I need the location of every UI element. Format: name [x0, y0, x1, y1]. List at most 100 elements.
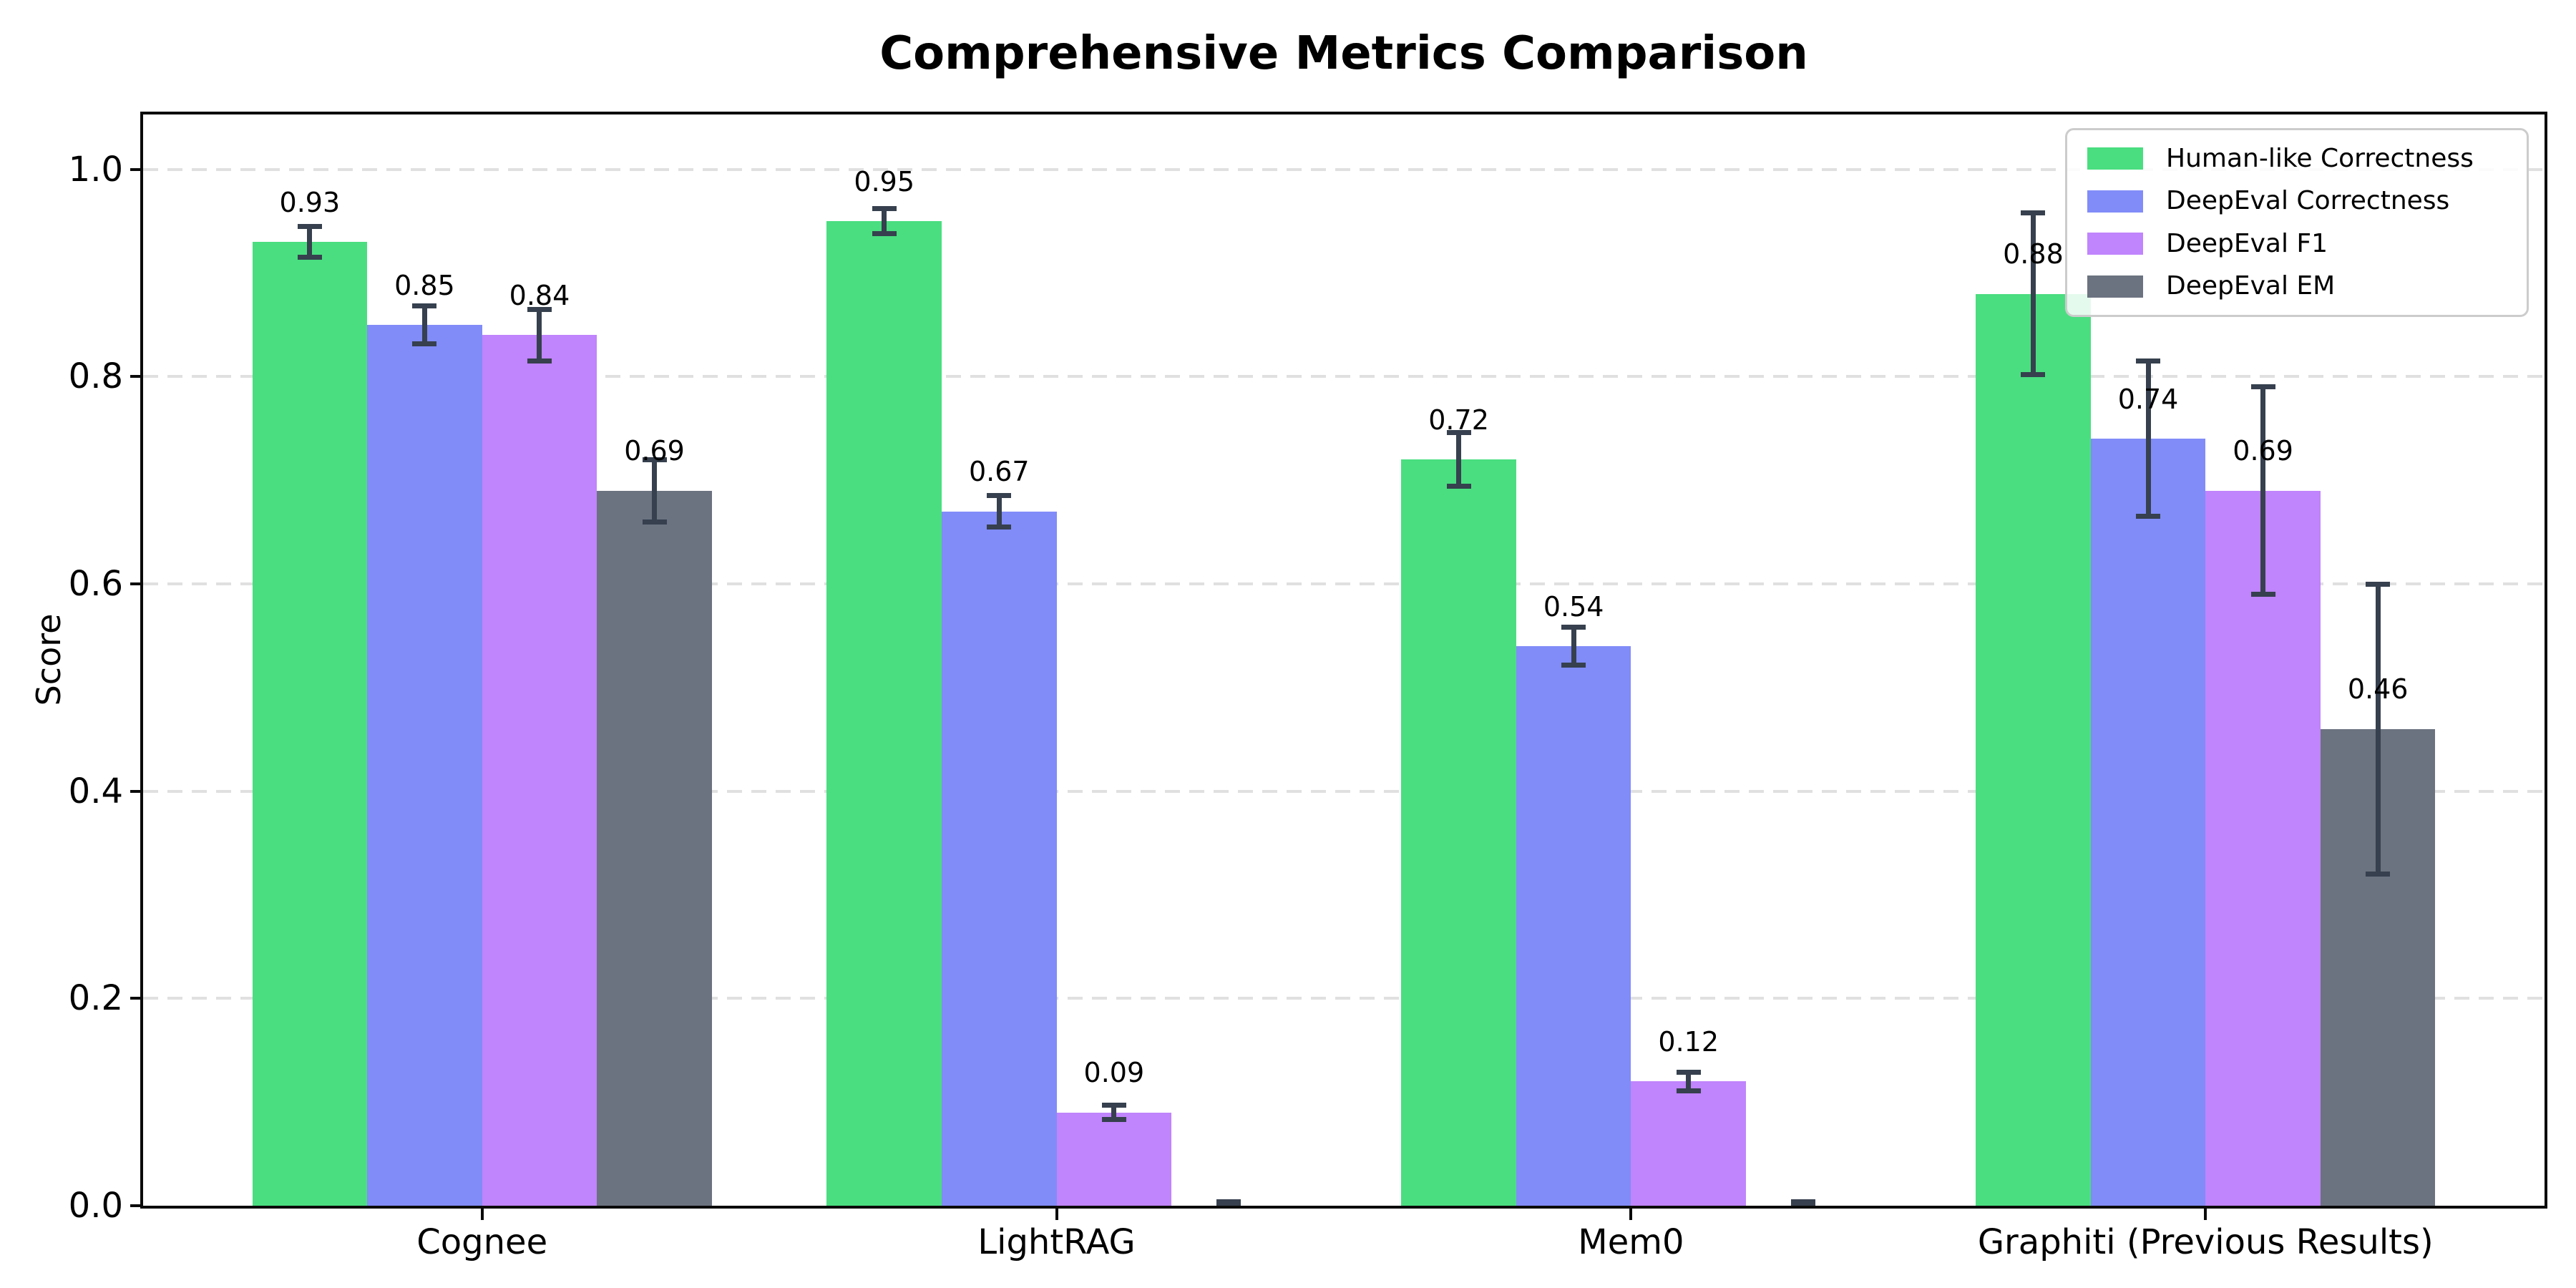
- y-tick-mark: [130, 1204, 143, 1207]
- errorbar-human-like-correctness-cognee: [307, 226, 313, 258]
- bar-deepeval-correctness-lightrag: [941, 511, 1057, 1206]
- y-tick-label: 0.6: [68, 564, 123, 605]
- value-label-deepeval-correctness-graphiti-previous-results-: 0.74: [2117, 383, 2179, 415]
- bar-human-like-correctness-lightrag: [826, 221, 942, 1206]
- legend-entry-human-like-correctness: Human-like Correctness: [2067, 139, 2527, 179]
- bar-deepeval-correctness-graphiti-previous-results-: [2090, 439, 2206, 1206]
- errorbar-cap-top: [2021, 210, 2046, 216]
- errorbar-cap-top: [412, 303, 437, 309]
- bar-deepeval-f1-cognee: [482, 335, 597, 1206]
- gridline-0.8: [143, 375, 2545, 379]
- bar-deepeval-em-cognee: [597, 490, 712, 1206]
- errorbar-cap-bottom: [872, 231, 897, 237]
- errorbar-cap-top: [1101, 1103, 1126, 1108]
- value-label-deepeval-f1-mem0: 0.12: [1658, 1025, 1719, 1058]
- legend-label: DeepEval EM: [2166, 271, 2336, 301]
- value-label-human-like-correctness-cognee: 0.93: [279, 186, 341, 218]
- x-tick-label-graphiti-previous-results-: Graphiti (Previous Results): [1977, 1222, 2434, 1262]
- errorbar-deepeval-correctness-mem0: [1571, 627, 1576, 665]
- errorbar-cap-top: [642, 457, 667, 462]
- x-tick-mark: [2204, 1209, 2207, 1220]
- x-tick-label-lightrag: LightRAG: [977, 1222, 1136, 1262]
- x-tick-label-mem0: Mem0: [1578, 1222, 1684, 1262]
- errorbar-human-like-correctness-lightrag: [882, 208, 887, 234]
- errorbar-deepeval-f1-cognee: [537, 309, 542, 361]
- y-tick-label: 0.4: [68, 771, 123, 811]
- errorbar-deepeval-em-cognee: [652, 459, 658, 522]
- value-label-deepeval-correctness-cognee: 0.85: [394, 269, 455, 301]
- gridline-0.6: [143, 582, 2545, 586]
- bar-human-like-correctness-cognee: [252, 242, 368, 1206]
- errorbar-cap-top: [2136, 358, 2161, 364]
- errorbar-deepeval-f1-lightrag: [1111, 1105, 1117, 1120]
- errorbar-cap-bottom: [297, 255, 322, 260]
- chart-title: Comprehensive Metrics Comparison: [879, 27, 1808, 80]
- errorbar-cap-bottom: [2021, 372, 2046, 377]
- y-tick-mark: [130, 997, 143, 1000]
- errorbar-human-like-correctness-graphiti-previous-results-: [2030, 213, 2036, 375]
- legend-entry-deepeval-correctness: DeepEval Correctness: [2067, 181, 2527, 221]
- bar-deepeval-f1-mem0: [1631, 1081, 1746, 1206]
- gridline-1.0: [143, 167, 2545, 171]
- y-tick-mark: [130, 167, 143, 171]
- value-label-deepeval-f1-cognee: 0.84: [509, 280, 570, 312]
- bar-deepeval-correctness-mem0: [1516, 645, 1631, 1206]
- errorbar-deepeval-em-graphiti-previous-results-: [2375, 584, 2381, 874]
- errorbar-cap-top: [2366, 581, 2391, 587]
- gridline-0.4: [143, 789, 2545, 793]
- value-label-deepeval-f1-graphiti-previous-results-: 0.69: [2233, 435, 2293, 467]
- value-label-human-like-correctness-lightrag: 0.95: [854, 165, 915, 197]
- errorbar-cap-top: [1446, 430, 1471, 436]
- y-tick-mark: [130, 582, 143, 586]
- x-tick-mark: [1055, 1209, 1058, 1220]
- errorbar-cap-bottom: [1791, 1203, 1816, 1209]
- errorbar-cap-top: [987, 493, 1012, 499]
- errorbar-cap-top: [1216, 1199, 1241, 1204]
- errorbar-cap-top: [1561, 625, 1586, 630]
- errorbar-cap-bottom: [2366, 872, 2391, 877]
- legend-entry-deepeval-f1: DeepEval F1: [2067, 224, 2527, 264]
- legend-label: Human-like Correctness: [2166, 143, 2474, 173]
- errorbar-cap-bottom: [1101, 1117, 1126, 1123]
- errorbar-cap-bottom: [412, 341, 437, 346]
- errorbar-deepeval-correctness-graphiti-previous-results-: [2145, 361, 2151, 517]
- legend-swatch-icon: [2087, 233, 2143, 255]
- bar-human-like-correctness-graphiti-previous-results-: [1976, 293, 2091, 1206]
- bar-deepeval-f1-lightrag: [1056, 1112, 1172, 1206]
- legend-label: DeepEval F1: [2166, 228, 2328, 258]
- errorbar-cap-bottom: [642, 519, 667, 525]
- x-tick-mark: [1629, 1209, 1633, 1220]
- value-label-deepeval-em-cognee: 0.69: [624, 435, 685, 467]
- y-tick-label: 0.0: [68, 1186, 123, 1226]
- value-label-deepeval-em-graphiti-previous-results-: 0.46: [2347, 673, 2409, 706]
- y-tick-mark: [130, 789, 143, 793]
- errorbar-cap-bottom: [1446, 484, 1471, 489]
- errorbar-cap-bottom: [2250, 592, 2275, 597]
- x-tick-label-cognee: Cognee: [416, 1222, 548, 1262]
- errorbar-cap-bottom: [2136, 514, 2161, 519]
- y-tick-mark: [130, 375, 143, 379]
- errorbar-cap-bottom: [987, 524, 1012, 530]
- value-label-deepeval-correctness-lightrag: 0.67: [968, 456, 1030, 488]
- errorbar-cap-top: [1676, 1069, 1701, 1075]
- errorbar-cap-bottom: [1216, 1203, 1241, 1209]
- legend-label: DeepEval Correctness: [2166, 186, 2450, 216]
- legend-swatch-icon: [2087, 275, 2143, 298]
- legend-entry-deepeval-em: DeepEval EM: [2067, 266, 2527, 306]
- errorbar-cap-bottom: [1561, 662, 1586, 668]
- value-label-human-like-correctness-mem0: 0.72: [1428, 404, 1489, 436]
- errorbar-cap-top: [527, 306, 552, 312]
- y-tick-label: 0.8: [68, 356, 123, 397]
- errorbar-cap-top: [297, 223, 322, 229]
- errorbar-deepeval-f1-mem0: [1686, 1072, 1692, 1091]
- errorbar-cap-top: [2250, 384, 2275, 390]
- errorbar-deepeval-f1-graphiti-previous-results-: [2260, 386, 2266, 595]
- value-label-deepeval-f1-lightrag: 0.09: [1083, 1057, 1145, 1089]
- errorbar-cap-top: [872, 206, 897, 212]
- gridline-0.2: [143, 997, 2545, 1000]
- y-tick-label: 0.2: [68, 978, 123, 1019]
- y-tick-label: 1.0: [68, 149, 123, 190]
- errorbar-human-like-correctness-mem0: [1456, 432, 1462, 487]
- value-label-human-like-correctness-graphiti-previous-results-: 0.88: [2003, 238, 2064, 270]
